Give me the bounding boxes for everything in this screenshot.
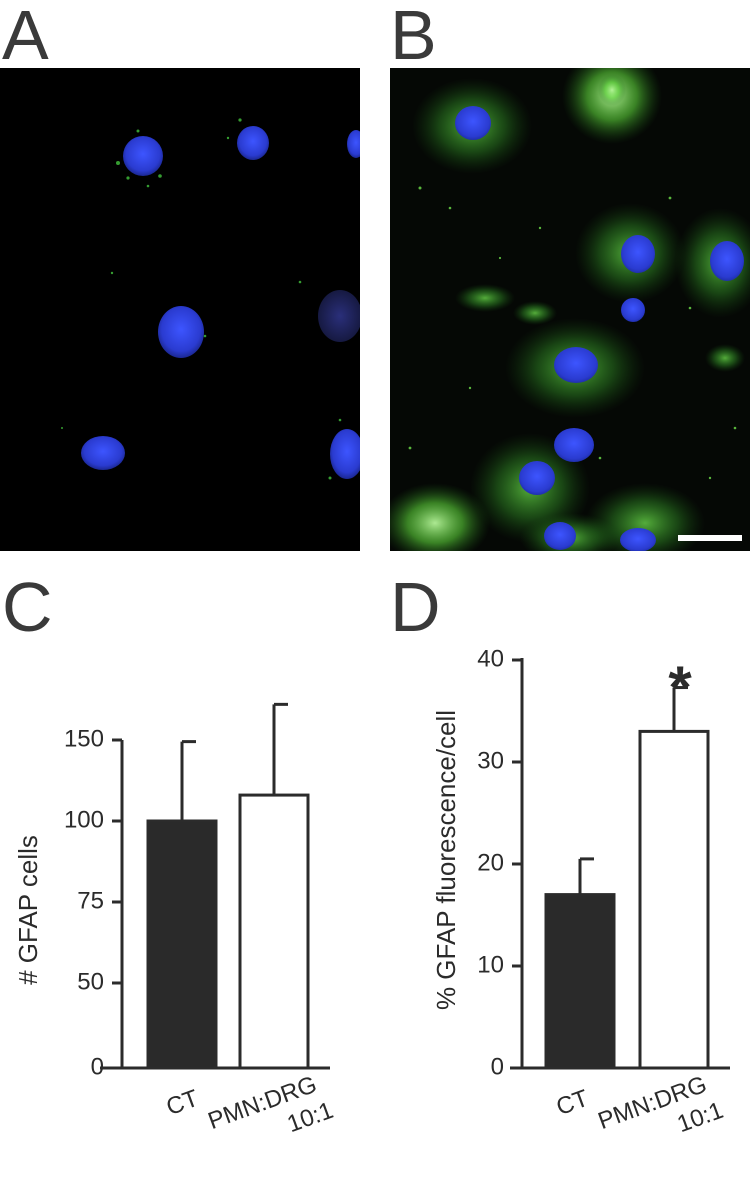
bar-pmn-drg [238, 793, 310, 1070]
micrograph-b [390, 68, 750, 551]
micrograph-a [0, 68, 360, 551]
y-tick-label: 50 [77, 968, 104, 995]
micrograph-b-image [390, 68, 750, 551]
y-tick-label: 0 [91, 1053, 104, 1080]
panel-label-a: A [2, 0, 49, 74]
x-category-label-line: CT [553, 1085, 593, 1121]
y-axis-title: % GFAP fluorescence/cell [431, 710, 461, 1010]
panel-label-c: C [2, 568, 53, 646]
bar-pmn-drg [638, 729, 710, 1070]
panel-label-d: D [390, 568, 441, 646]
x-category-label: CT [163, 1085, 203, 1121]
y-tick-label: 40 [477, 645, 504, 672]
panel-label-b: B [390, 0, 437, 74]
scale-bar [678, 535, 742, 541]
y-tick-label: 75 [77, 887, 104, 914]
y-axis-title: # GFAP cells [13, 835, 43, 985]
y-tick-label: 0 [491, 1053, 504, 1080]
y-tick-label: 20 [477, 849, 504, 876]
bar-ct [544, 893, 616, 1070]
significance-asterisk: * [668, 654, 692, 721]
y-tick-label: 10 [477, 951, 504, 978]
x-category-label: CT [553, 1085, 593, 1121]
y-tick-label: 150 [64, 725, 104, 752]
chart-c: 0 50 75 100 150 CT PMN:DRG 10:1 # GFAP cells [0, 640, 390, 1197]
chart-d: 0 10 20 30 40 CT PMN:DRG 10:1 % GFAP fluoresce… [390, 640, 750, 1197]
y-tick-label: 100 [64, 806, 104, 833]
micrograph-a-image [0, 68, 360, 551]
x-category-label-line: CT [163, 1085, 203, 1121]
y-tick-label: 30 [477, 747, 504, 774]
bar-ct [146, 819, 218, 1070]
